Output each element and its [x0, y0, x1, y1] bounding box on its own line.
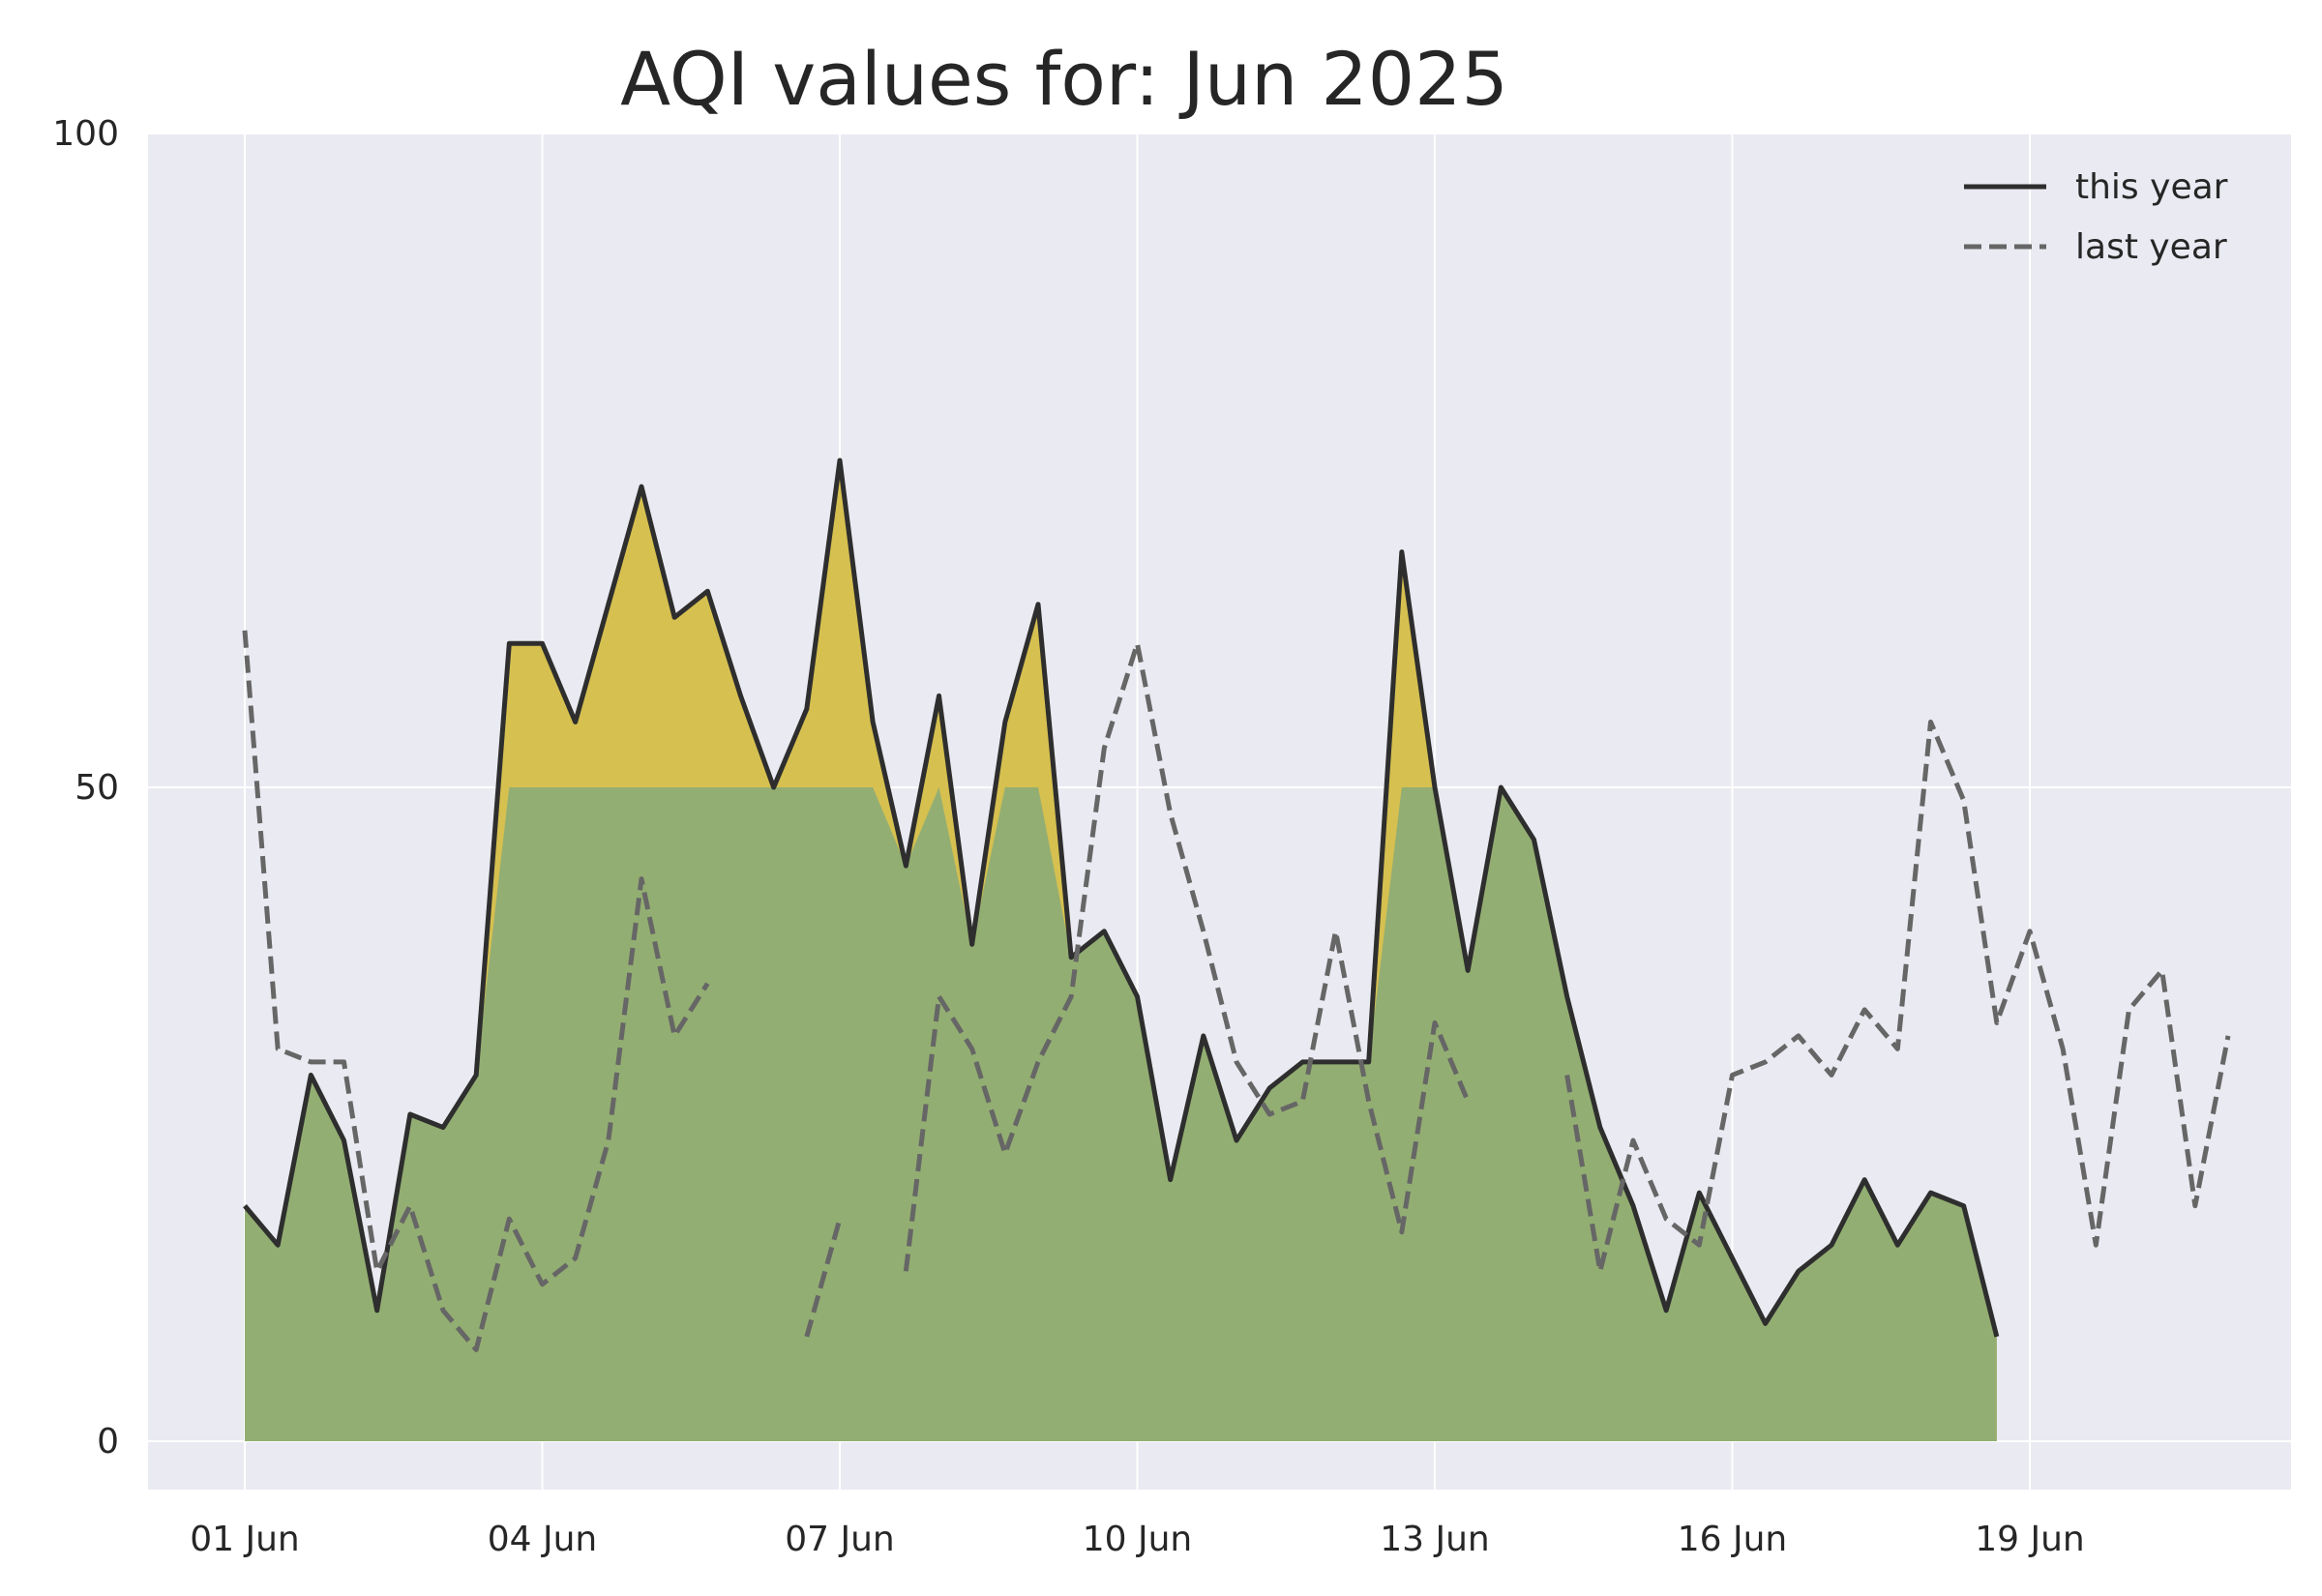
x-tick-label: 19 Jun [1975, 1520, 2085, 1559]
area-fills [245, 460, 1997, 1441]
y-tick-label: 100 [52, 114, 119, 154]
line-last-year [804, 1218, 843, 1338]
line-last-year [903, 640, 1471, 1272]
area-good [245, 787, 1997, 1441]
line-last-year [242, 630, 710, 1352]
x-tick-label: 10 Jun [1083, 1520, 1193, 1559]
chart-title: AQI values for: Jun 2025 [620, 36, 1508, 122]
y-tick-label: 50 [74, 768, 119, 808]
legend-label-last-year: last year [2075, 227, 2227, 267]
y-axis-ticks: 0 50 100 [52, 114, 119, 1462]
x-axis-ticks: 01 Jun 04 Jun 07 Jun 10 Jun 13 Jun 16 Jun 19 J… [190, 1520, 2085, 1559]
x-tick-label: 01 Jun [190, 1520, 300, 1559]
line-this-year [243, 458, 2000, 1338]
series-lines [242, 458, 2231, 1352]
x-tick-label: 13 Jun [1380, 1520, 1490, 1559]
x-tick-label: 04 Jun [488, 1520, 598, 1559]
legend-label-this-year: this year [2075, 167, 2228, 207]
x-tick-label: 16 Jun [1678, 1520, 1788, 1559]
y-tick-label: 0 [97, 1422, 119, 1462]
line-last-year [1564, 719, 2231, 1274]
legend: this year last year [1964, 167, 2228, 267]
x-tick-label: 07 Jun [785, 1520, 895, 1559]
